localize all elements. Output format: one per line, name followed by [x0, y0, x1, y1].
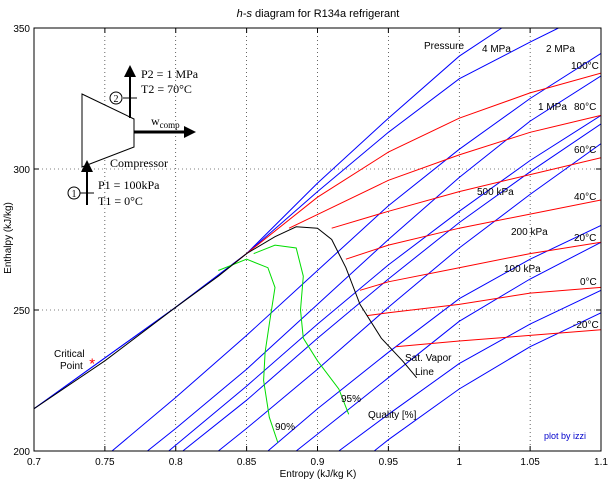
- compressor-body: [81, 93, 135, 168]
- isotherm-lines: [232, 72, 601, 348]
- isotherm-line-0: [232, 72, 601, 266]
- quality-title-label: Quality [%]: [368, 410, 417, 421]
- x-tick-label: 0.7: [27, 457, 41, 468]
- y-tick-label: 200: [13, 447, 30, 458]
- quality-label-90: 90%: [275, 422, 295, 433]
- chart-title-italic: h-s: [237, 8, 253, 20]
- state1-number: 1: [72, 189, 77, 200]
- x-axis-label: Entropy (kJ/kg K): [280, 469, 357, 480]
- y-tick-label: 350: [13, 24, 30, 35]
- x-tick-label: 1.05: [520, 457, 540, 468]
- state2-marker: [109, 91, 123, 105]
- credit-label: plot by izzi: [544, 431, 586, 441]
- quality-lines: [218, 244, 350, 443]
- x-tick-label: 0.75: [95, 457, 115, 468]
- x-tick-label: 1: [456, 457, 462, 468]
- state2-pressure: P2 = 1 MPa: [141, 67, 199, 81]
- critical-point-label-line1: Critical: [54, 349, 85, 360]
- chart-title-rest: diagram for R134a refrigerant: [252, 8, 399, 20]
- state2-number: 2: [114, 94, 119, 105]
- tick-labels: 0.7 0.75 0.8 0.85 0.9 0.95 1 1.05 1.1 200 250 300 35…: [13, 24, 608, 468]
- x-tick-label: 0.8: [169, 457, 183, 468]
- quality-line-0: [218, 258, 279, 443]
- work-arrow-head: [184, 126, 196, 138]
- isotherm-label-80c: 80°C: [574, 102, 596, 113]
- sat-vapor-label-line2: Line: [415, 367, 434, 378]
- axes-frame: [33, 27, 602, 452]
- state1-marker: [67, 186, 81, 200]
- quality-line-1: [253, 244, 350, 415]
- isobar-line-5: [182, 123, 601, 451]
- plot-area: [34, 28, 601, 451]
- x-tick-label: 1.1: [594, 457, 608, 468]
- isotherm-label-60c: 60°C: [574, 145, 596, 156]
- critical-point-marker: *: [89, 356, 95, 373]
- isotherm-label-40c: 40°C: [574, 192, 596, 203]
- isobar-line-7: [295, 241, 601, 451]
- y-tick-label: 300: [13, 165, 30, 176]
- isobar-label-100kpa: 100 kPa: [504, 264, 541, 275]
- state2-temperature: T2 = 70°C: [141, 82, 192, 96]
- work-label-w: w: [151, 114, 160, 128]
- isobar-line-10: [373, 312, 601, 451]
- isotherm-line-1: [288, 114, 601, 229]
- isobar-line-2: [147, 75, 601, 451]
- compressor-inset: wcomp 2 P2 = 1 MPa T2 = 70°C Compressor …: [67, 65, 199, 208]
- chart-title: h-s diagram for R134a refrigerant: [237, 8, 400, 20]
- isobar-label-500kpa: 500 kPa: [477, 187, 514, 198]
- isobar-label-200kpa: 200 kPa: [511, 227, 548, 238]
- isobar-label-4mpa: 4 MPa: [482, 44, 511, 55]
- isotherm-line-4: [359, 241, 601, 291]
- isobar-line-9: [338, 289, 601, 451]
- isotherm-line-2: [331, 157, 601, 229]
- isotherm-label-minus20c: -20°C: [573, 320, 599, 331]
- state1-pressure: P1 = 100kPa: [98, 178, 160, 192]
- isotherm-label-100c: 100°C: [571, 61, 599, 72]
- state1-temperature: T1 = 0°C: [98, 194, 143, 208]
- x-tick-label: 0.95: [379, 457, 399, 468]
- isobar-line-1: [34, 28, 559, 410]
- outlet-arrow-head: [124, 65, 136, 77]
- isobar-label-1mpa: 1 MPa: [538, 102, 567, 113]
- work-label: wcomp: [151, 114, 180, 130]
- pressure-label: Pressure: [424, 41, 464, 52]
- critical-point-label-line2: Point: [60, 361, 83, 372]
- y-tick-label: 250: [13, 306, 30, 317]
- quality-label-95: 95%: [341, 394, 361, 405]
- x-tick-label: 0.85: [237, 457, 257, 468]
- sat-vapor-label-line1: Sat. Vapor: [405, 353, 452, 364]
- work-label-sub: comp: [160, 120, 180, 130]
- saturated-vapor-line-group: [34, 226, 418, 410]
- isobar-line-3: [111, 52, 601, 451]
- compressor-label: Compressor: [110, 156, 168, 170]
- y-axis-label: Enthalpy (kJ/kg): [3, 202, 14, 274]
- plot-background: [34, 28, 601, 451]
- isobar-line-6: [168, 114, 601, 451]
- isotherm-label-20c: 20°C: [574, 233, 596, 244]
- isotherm-line-3: [345, 199, 601, 260]
- isobar-line-8: [267, 224, 601, 451]
- isotherm-line-5: [367, 286, 601, 317]
- saturated-vapor-line: [34, 226, 418, 410]
- isobar-line-4: [217, 143, 601, 451]
- isobar-label-2mpa: 2 MPa: [546, 44, 575, 55]
- isotherm-label-0c: 0°C: [580, 277, 597, 288]
- x-tick-label: 0.9: [311, 457, 325, 468]
- isotherm-line-6: [395, 329, 601, 348]
- inlet-arrow-head: [81, 160, 93, 172]
